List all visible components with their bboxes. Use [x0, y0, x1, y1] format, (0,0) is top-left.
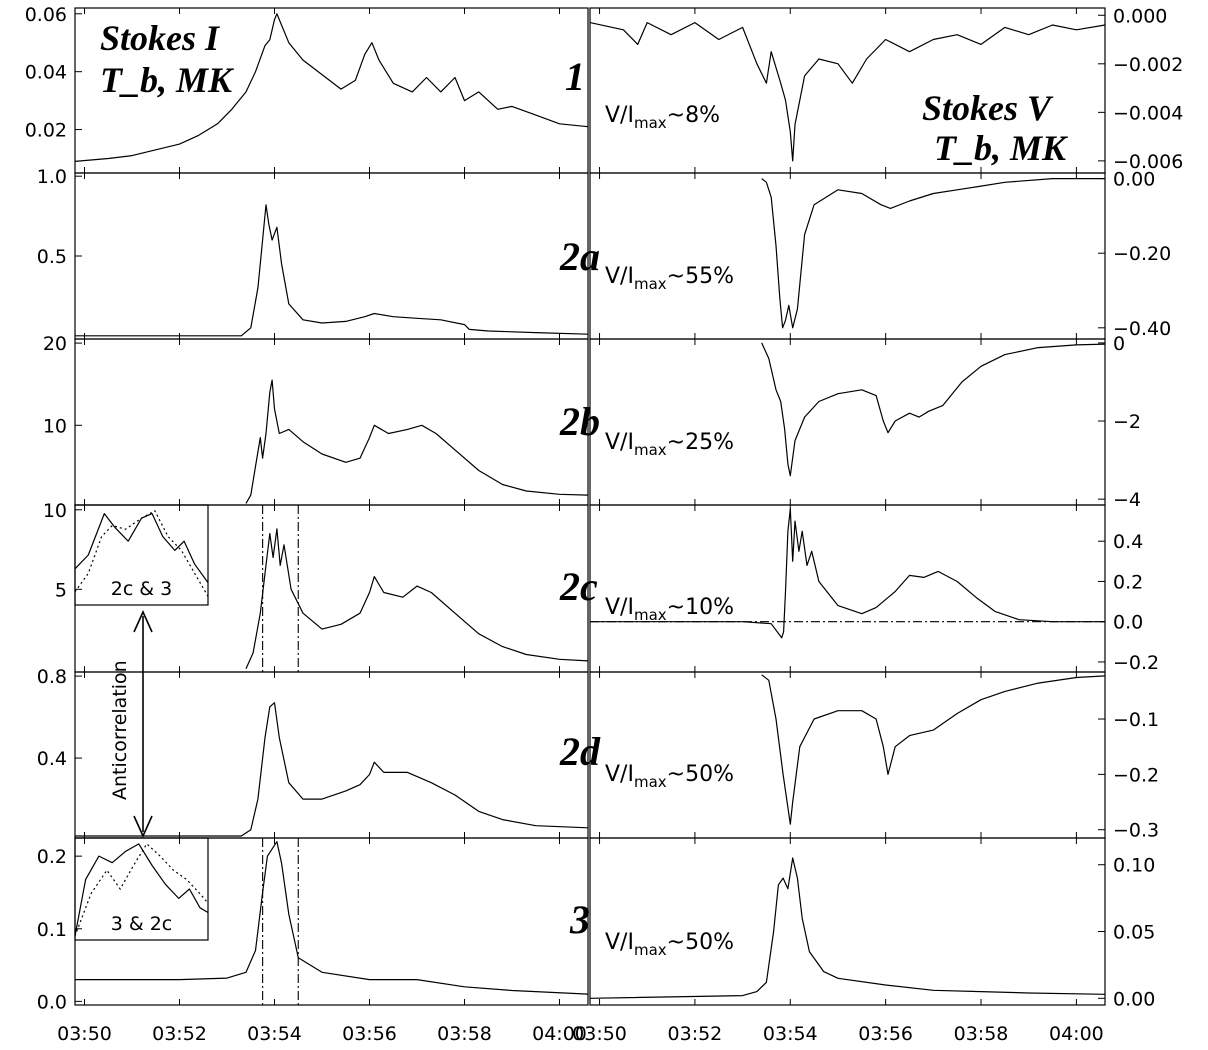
stokes-i-series-2a	[75, 204, 589, 337]
inset-solid-series-2c	[74, 513, 209, 583]
right-y-tick-label-3: 0.05	[1113, 922, 1155, 944]
left-y-tick-label-3: 0.1	[37, 919, 67, 941]
right-y-tick-label-2c: −0.2	[1113, 652, 1159, 674]
right-y-tick-label-1: 0.000	[1113, 5, 1167, 27]
x-tick-label-left: 03:56	[342, 1023, 397, 1045]
right-y-tick-label-2b: −4	[1113, 489, 1141, 511]
left-y-tick-label-1: 0.02	[25, 120, 67, 142]
left-y-tick-label-2d: 0.4	[37, 748, 67, 770]
ratio-label-2d: V/Imax~50%	[605, 762, 734, 791]
x-tick-label-left: 04:00	[532, 1023, 587, 1045]
left-y-tick-label-2a: 0.5	[37, 246, 67, 268]
right-frame-3	[589, 837, 1106, 1006]
right-frame-2c	[589, 504, 1106, 673]
panel-label-2c: 2c	[559, 564, 598, 609]
right-y-tick-label-2a: −0.20	[1113, 243, 1171, 265]
stokes-i-series-1	[74, 13, 589, 162]
x-tick-label-right: 04:00	[1049, 1023, 1104, 1045]
right-y-tick-label-1: −0.006	[1113, 151, 1183, 173]
stokes-i-series-2b	[245, 379, 589, 504]
left-frame-2d	[74, 671, 589, 839]
stokes-v-series-1	[589, 22, 1106, 162]
stokes-i-series-2d	[75, 702, 589, 837]
right-y-tick-label-2c: 0.2	[1113, 571, 1143, 593]
stokes-v-series-2b	[761, 342, 1106, 477]
inset-label-3: 3 & 2c	[111, 913, 173, 935]
left-y-tick-label-3: 0.0	[37, 991, 67, 1013]
stokes-v-series-2a	[761, 178, 1105, 329]
panel-label-3: 3	[569, 897, 590, 942]
right-frame-2b	[589, 338, 1106, 506]
x-tick-label-right: 03:54	[763, 1023, 818, 1045]
inset-dotted-series-2c	[74, 509, 209, 597]
x-tick-label-right: 03:58	[954, 1023, 1009, 1045]
x-tick-label-right: 03:50	[572, 1023, 627, 1045]
anticorrelation-label: Anticorrelation	[109, 660, 131, 800]
right-y-tick-label-2d: −0.2	[1113, 764, 1159, 786]
right-y-tick-label-2a: −0.40	[1113, 318, 1171, 340]
left-y-tick-label-2c: 10	[43, 500, 67, 522]
panel-label-2a: 2a	[559, 234, 600, 279]
x-tick-label-left: 03:52	[152, 1023, 207, 1045]
right-frame-2a	[589, 172, 1106, 340]
ratio-label-2c: V/Imax~10%	[605, 595, 734, 624]
stokes-v-series-3	[589, 857, 1106, 999]
x-tick-label-left: 03:54	[247, 1023, 302, 1045]
stokes-i-series-3	[75, 841, 589, 995]
right-title-line1: Stokes V	[922, 88, 1054, 128]
right-y-tick-label-2b: −2	[1113, 411, 1141, 433]
right-y-tick-label-2a: 0.00	[1113, 169, 1155, 191]
inset-frame-3	[74, 837, 209, 941]
left-y-tick-label-2b: 10	[43, 415, 67, 437]
left-y-tick-label-1: 0.06	[25, 4, 67, 26]
panel-label-1: 1	[565, 54, 585, 99]
left-y-tick-label-2a: 1.0	[37, 166, 67, 188]
left-title-line1: Stokes I	[100, 18, 221, 58]
inset-solid-series-3	[74, 843, 209, 937]
x-tick-label-left: 03:50	[57, 1023, 112, 1045]
right-y-tick-label-3: 0.00	[1113, 988, 1155, 1010]
inset-label-2c: 2c & 3	[111, 578, 173, 600]
right-y-tick-label-1: −0.004	[1113, 102, 1183, 124]
left-y-tick-label-2d: 0.8	[37, 666, 67, 688]
panels-layer: 0.020.040.06 0.000−0.002−0.004−0.0061V/Im…	[25, 4, 1184, 1045]
ratio-label-3: V/Imax~50%	[605, 930, 734, 959]
right-title-line2: T_b, MK	[934, 128, 1069, 168]
panel-label-2d: 2d	[559, 729, 601, 774]
left-y-tick-label-2b: 20	[43, 333, 67, 355]
left-frame-2b	[74, 338, 589, 506]
ratio-label-2a: V/Imax~55%	[605, 264, 734, 293]
right-y-tick-label-2c: 0.0	[1113, 612, 1143, 634]
overlay-layer: Stokes I T_b, MK Stokes V T_b, MK Antico…	[100, 18, 1069, 800]
right-y-tick-label-1: −0.002	[1113, 54, 1183, 76]
left-y-tick-label-1: 0.04	[25, 62, 67, 84]
inset-frame-2c	[74, 504, 209, 606]
stokes-i-series-2c	[245, 528, 589, 670]
x-tick-label-right: 03:56	[858, 1023, 913, 1045]
left-title-line2: T_b, MK	[100, 60, 235, 100]
ratio-label-1: V/Imax~8%	[605, 103, 720, 132]
x-tick-label-right: 03:52	[668, 1023, 723, 1045]
right-y-tick-label-3: 0.10	[1113, 855, 1155, 877]
anticorrelation-arrow-head-up	[133, 610, 153, 633]
left-frame-2a	[74, 172, 589, 340]
right-y-tick-label-2b: 0	[1113, 333, 1125, 355]
panel-label-2b: 2b	[559, 399, 600, 444]
anticorrelation-arrow-head-down	[133, 815, 153, 838]
stokes-v-series-2d	[761, 674, 1106, 825]
right-y-tick-label-2c: 0.4	[1113, 531, 1143, 553]
right-y-tick-label-2d: −0.1	[1113, 709, 1159, 731]
x-tick-label-left: 03:58	[437, 1023, 492, 1045]
left-y-tick-label-3: 0.2	[37, 846, 67, 868]
right-y-tick-label-2d: −0.3	[1113, 820, 1159, 842]
stokes-v-series-2c	[590, 508, 1105, 639]
left-y-tick-label-2c: 5	[55, 579, 67, 601]
ratio-label-2b: V/Imax~25%	[605, 430, 734, 459]
right-frame-2d	[589, 671, 1106, 839]
